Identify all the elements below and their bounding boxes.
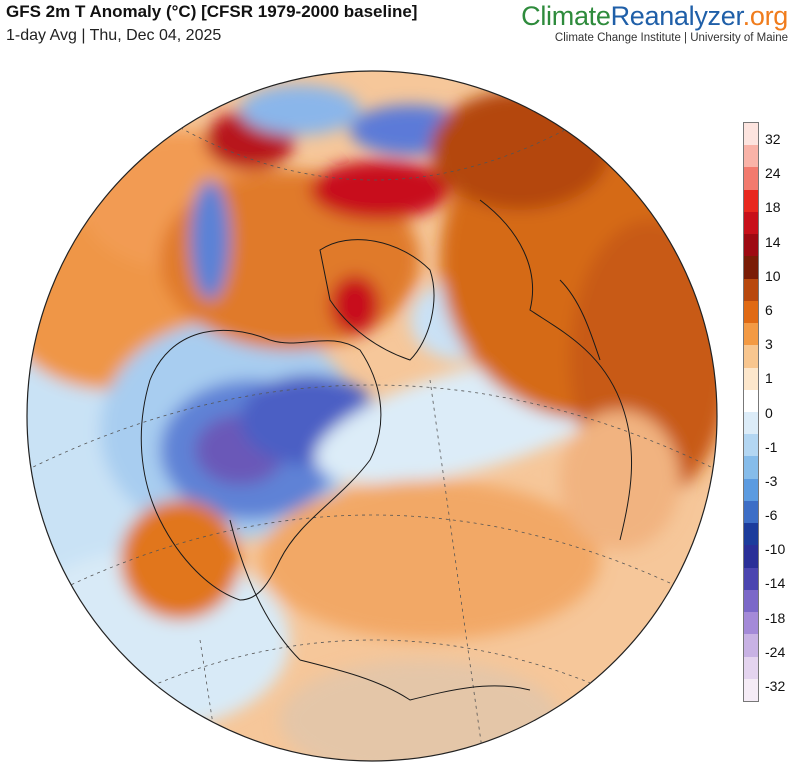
legend-color-chip [744, 256, 758, 280]
legend-color-chip [744, 523, 758, 546]
legend-tick-label: 32 [765, 131, 781, 147]
legend-color-chip [744, 123, 758, 146]
legend-tick-label: 10 [765, 267, 781, 284]
map-subtitle: 1-day Avg | Thu, Dec 04, 2025 [6, 27, 222, 44]
graticule [27, 109, 717, 761]
coastlines [140, 199, 632, 701]
legend-tick-label: 3 [765, 336, 773, 353]
legend-tick-label: -24 [765, 643, 786, 660]
legend-color-chip [744, 545, 758, 569]
legend-color-chip [744, 367, 758, 391]
legend-color-chip [744, 434, 758, 457]
legend-color-chip [744, 300, 758, 324]
legend-color-chip [744, 278, 758, 302]
legend-color-chip [744, 389, 758, 413]
legend-color-chip [744, 234, 758, 257]
map-title: GFS 2m T Anomaly (°C) [CFSR 1979-2000 ba… [6, 2, 418, 21]
color-legend [743, 122, 759, 702]
brand-logo-climate: Climate [521, 1, 611, 31]
legend-tick-label: 1 [765, 370, 773, 387]
brand-subtitle: Climate Change Institute | University of… [554, 32, 788, 44]
legend-color-chip [744, 612, 758, 635]
legend-color-chip [744, 656, 758, 680]
legend-tick-label: 14 [765, 233, 781, 250]
legend-color-chip [744, 323, 758, 346]
legend-color-chip [744, 167, 758, 191]
legend-tick-label: -18 [765, 609, 786, 626]
legend-tick-label: -1 [765, 438, 778, 455]
legend-color-chip [744, 145, 758, 168]
legend-tick-label: 18 [765, 199, 781, 216]
legend-tick-label: -6 [765, 507, 778, 524]
legend-color-chip [744, 211, 758, 235]
legend-tick-label: 0 [765, 404, 773, 421]
legend-color-chip [744, 589, 758, 613]
legend-color-chip [744, 412, 758, 435]
legend-color-chip [744, 345, 758, 369]
legend-color-chip [744, 478, 758, 502]
legend-tick-label: -14 [765, 575, 786, 592]
brand-logo[interactable]: ClimateReanalyzer.org [521, 1, 788, 31]
legend-color-chip [744, 500, 758, 524]
legend-color-chip [744, 567, 758, 591]
brand-logo-reanalyzer: Reanalyzer [610, 1, 743, 31]
legend-tick-label: -32 [765, 678, 786, 694]
legend-tick-label: 6 [765, 301, 773, 318]
legend-color-chip [744, 189, 758, 213]
legend-tick-label: 24 [765, 165, 781, 182]
globe-outline [26, 70, 718, 762]
legend-color-chip [744, 634, 758, 658]
brand-logo-org: .org [742, 1, 789, 31]
legend-color-chip [744, 456, 758, 480]
legend-color-chip [744, 678, 758, 702]
legend-tick-label: -3 [765, 472, 778, 489]
brand[interactable]: ClimateReanalyzer.org Climate Change Ins… [521, 1, 788, 44]
legend-tick-label: -10 [765, 541, 786, 558]
